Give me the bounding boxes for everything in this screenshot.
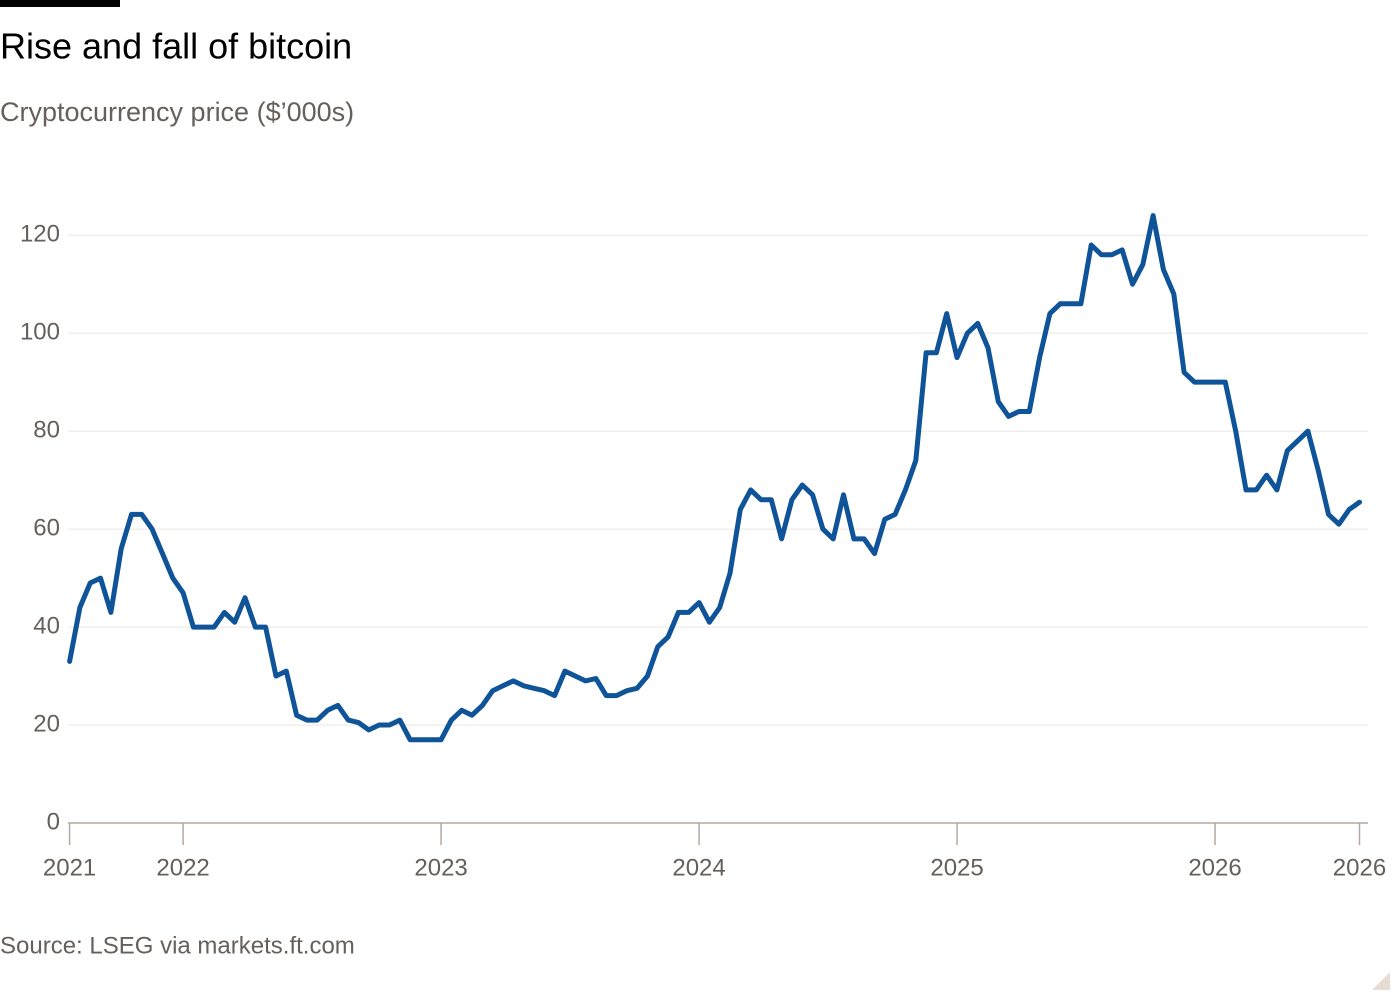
x-tick-label: 2026 (1333, 854, 1386, 881)
x-tick-label: 2025 (930, 854, 983, 881)
x-tick-label: 2022 (156, 854, 209, 881)
y-tick-label: 100 (20, 319, 60, 346)
y-tick-label: 60 (33, 514, 60, 541)
y-tick-label: 120 (20, 221, 60, 248)
source: Source: LSEG via markets.ft.com (0, 932, 355, 959)
chart-subtitle: Cryptocurrency price ($’000s) (0, 97, 354, 127)
corner-mark (1372, 972, 1390, 990)
x-tick-label: 2023 (414, 854, 467, 881)
price-line (67, 213, 1362, 743)
y-tick-label: 20 (33, 710, 60, 737)
x-tick-label: 2024 (672, 854, 725, 881)
y-tick-label: 80 (33, 416, 60, 443)
chart-title: Rise and fall of bitcoin (0, 26, 352, 67)
y-tick-label: 40 (33, 612, 60, 639)
y-tick-label: 0 (47, 808, 60, 835)
x-tick-label: 2026 (1188, 854, 1241, 881)
x-tick-label: 2021 (43, 854, 96, 881)
brand-bar (0, 0, 120, 7)
